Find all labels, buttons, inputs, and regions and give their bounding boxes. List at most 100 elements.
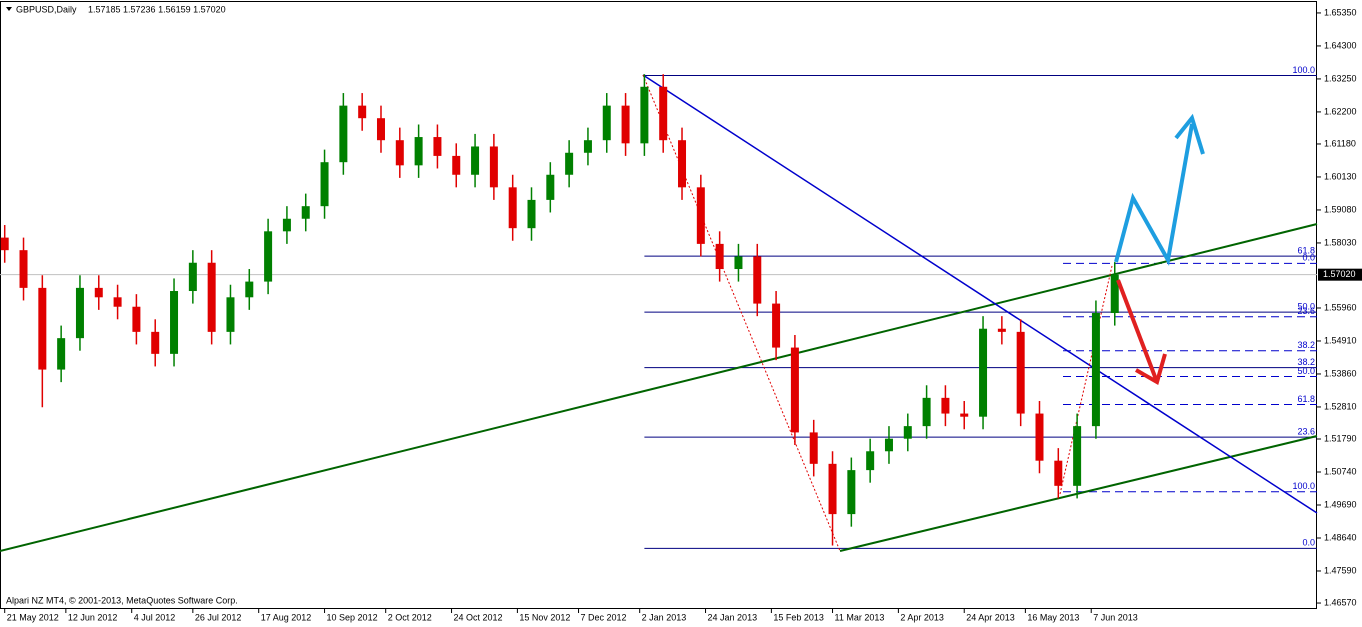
y-tick-label: 1.55960 <box>1324 302 1357 312</box>
candle-body <box>245 281 254 298</box>
arrow-head <box>1135 353 1167 386</box>
candle-body <box>57 338 66 370</box>
candle-body <box>207 262 216 332</box>
fib-label: 50.0 <box>1297 301 1315 311</box>
candle-body <box>696 187 705 244</box>
candle-body <box>264 231 273 282</box>
fib-label: 38.2 <box>1297 340 1315 350</box>
y-tick-label: 1.49690 <box>1324 499 1357 509</box>
candle-body <box>170 291 179 354</box>
candle-body <box>1091 313 1100 427</box>
candle-body <box>320 162 329 207</box>
x-tick-label: 7 Dec 2012 <box>581 612 627 622</box>
candle-body <box>132 306 141 332</box>
candle-body <box>339 105 348 163</box>
x-tick-label: 2 Jan 2013 <box>642 612 687 622</box>
y-tick-label: 1.47590 <box>1324 565 1357 575</box>
candle-body <box>678 140 687 188</box>
candle-body <box>75 287 84 339</box>
candle-body <box>395 140 404 166</box>
candle-body <box>433 137 442 156</box>
x-tick-label: 24 Oct 2012 <box>454 612 503 622</box>
candle-body <box>602 105 611 141</box>
candle-body <box>1073 426 1082 486</box>
candle-body <box>0 237 9 251</box>
y-tick-label: 1.53860 <box>1324 368 1357 378</box>
x-tick-label: 16 May 2013 <box>1027 612 1079 622</box>
x-tick-label: 2 Oct 2012 <box>388 612 432 622</box>
candle-body <box>828 463 837 515</box>
candle-body <box>941 397 950 414</box>
y-tick-label: 1.62200 <box>1324 106 1357 116</box>
candle-body <box>753 256 762 304</box>
candle-body <box>38 287 47 370</box>
current-price-box <box>1318 268 1362 281</box>
candle-body <box>1016 331 1025 414</box>
candle-body <box>866 451 875 471</box>
x-tick-label: 7 Jun 2013 <box>1093 612 1138 622</box>
trend-line <box>0 223 1318 552</box>
candle-body <box>979 328 988 417</box>
fib-label: 100.0 <box>1292 65 1315 75</box>
fib-label: 0.0 <box>1302 538 1315 548</box>
candle-body <box>583 140 592 153</box>
candles-layer <box>0 74 1119 546</box>
symbol-title: GBPUSD,Daily <box>16 4 77 14</box>
candle-body <box>546 174 555 200</box>
x-tick-label: 15 Nov 2012 <box>519 612 570 622</box>
candle-body <box>997 328 1006 332</box>
menu-triangle[interactable] <box>6 7 12 11</box>
candle-body <box>960 413 969 417</box>
candle-body <box>734 256 743 270</box>
x-tick-label: 4 Jul 2012 <box>134 612 176 622</box>
fib-anchor-line <box>1059 265 1113 495</box>
y-tick-label: 1.60130 <box>1324 171 1357 181</box>
candle-body <box>452 155 461 175</box>
candle-body <box>884 438 893 452</box>
candle-body <box>282 218 291 232</box>
candle-body <box>94 287 103 298</box>
y-tick-label: 1.65350 <box>1324 7 1357 17</box>
candle-body <box>508 187 517 229</box>
candle-body <box>527 199 536 229</box>
x-tick-label: 24 Jan 2013 <box>708 612 758 622</box>
y-tick-label: 1.58030 <box>1324 237 1357 247</box>
arrow-down <box>1116 279 1159 383</box>
current-price-label: 1.57020 <box>1323 269 1356 279</box>
candle-body <box>489 146 498 188</box>
candle-body <box>358 105 367 119</box>
fib-anchor-line <box>642 74 841 552</box>
candle-body <box>414 137 423 166</box>
candle-body <box>640 86 649 144</box>
candle-body <box>1110 274 1119 314</box>
candle-body <box>151 331 160 354</box>
y-tick-label: 1.54910 <box>1324 335 1357 345</box>
trend-line <box>642 74 1318 514</box>
y-tick-label: 1.46570 <box>1324 597 1357 607</box>
arrow-up <box>1114 123 1194 266</box>
fib-label: 38.2 <box>1297 357 1315 367</box>
x-tick-label: 17 Aug 2012 <box>261 612 312 622</box>
candle-body <box>471 146 480 175</box>
candle-body <box>1035 413 1044 461</box>
candle-body <box>659 86 668 141</box>
x-tick-label: 24 Apr 2013 <box>966 612 1015 622</box>
candle-body <box>1054 460 1063 486</box>
y-tick-label: 1.48640 <box>1324 532 1357 542</box>
fib-label: 100.0 <box>1292 481 1315 491</box>
y-tick-label: 1.61180 <box>1324 138 1356 148</box>
candle-body <box>621 105 630 144</box>
x-tick-label: 21 May 2012 <box>7 612 59 622</box>
candle-body <box>301 206 310 219</box>
y-tick-label: 1.64300 <box>1324 40 1357 50</box>
candle-body <box>19 250 28 288</box>
x-tick-label: 26 Jul 2012 <box>195 612 242 622</box>
fib-label: 23.6 <box>1297 427 1315 437</box>
fib-label: 61.8 <box>1297 246 1315 256</box>
candle-body <box>188 262 197 292</box>
candle-body <box>847 470 856 515</box>
x-tick-label: 11 Mar 2013 <box>835 612 885 622</box>
candle-body <box>809 432 818 464</box>
